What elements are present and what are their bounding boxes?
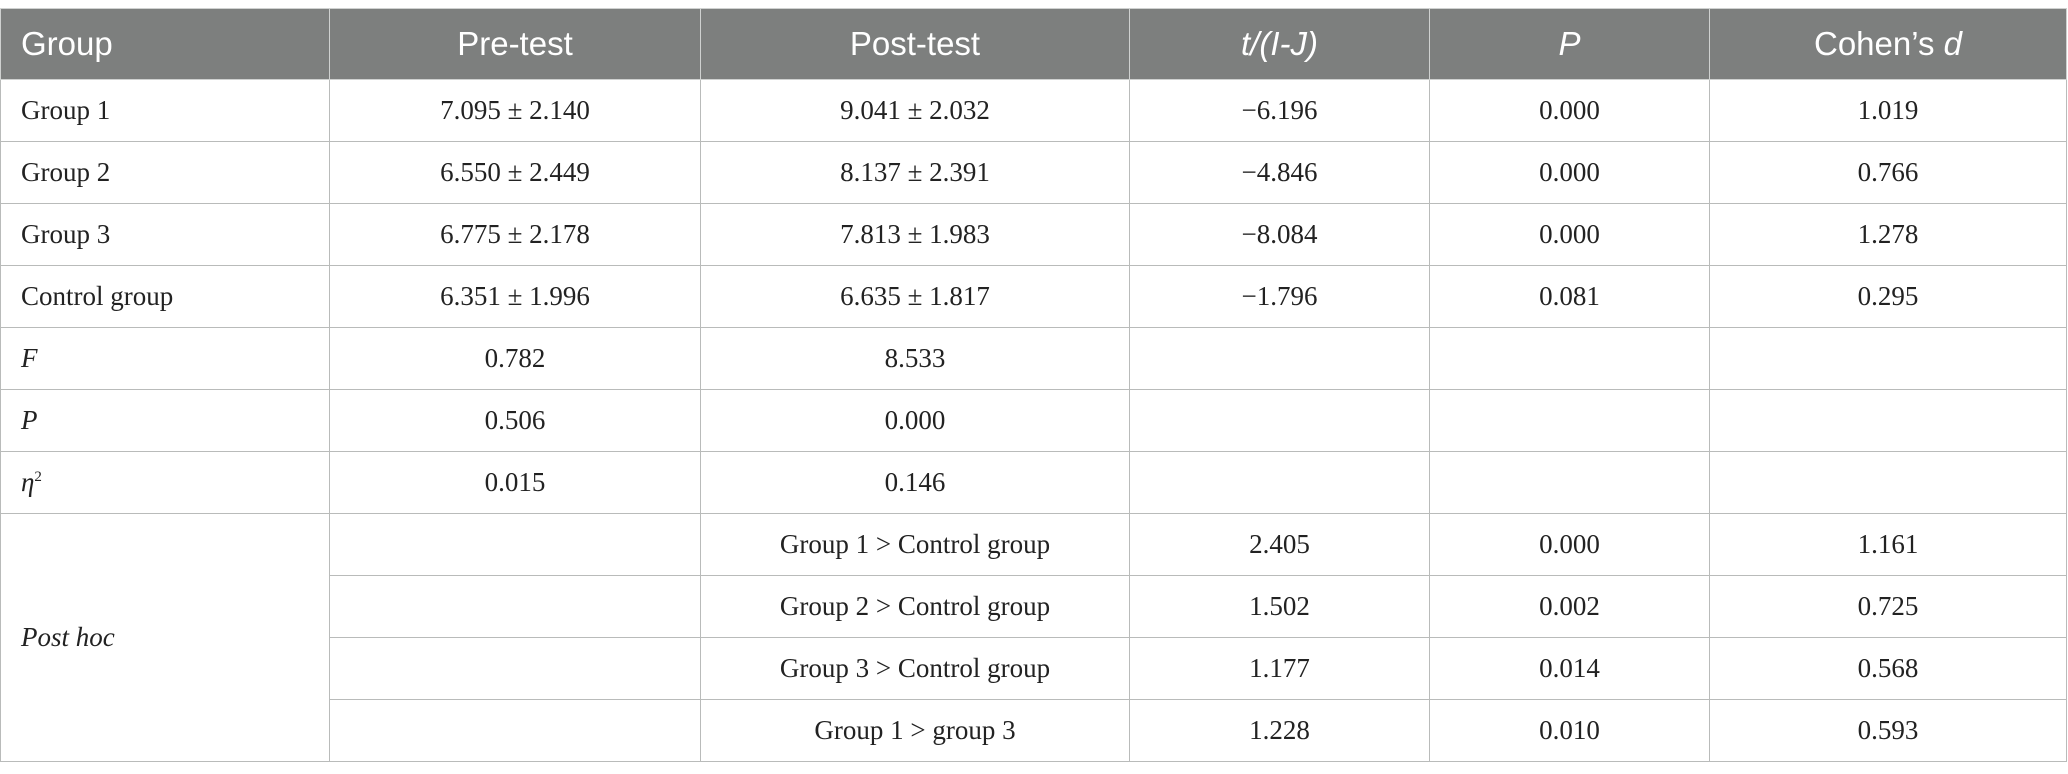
cell-post: 0.146 [700, 451, 1130, 514]
cell-pre: 0.506 [329, 389, 701, 452]
cell-group: Control group [0, 265, 330, 328]
cell-t: 2.405 [1129, 513, 1430, 576]
cell-d: 1.278 [1709, 203, 2067, 266]
cell-comparison: Group 1 > Control group [700, 513, 1130, 576]
cell-empty [329, 637, 701, 700]
posthoc-label: Post hoc [0, 513, 330, 762]
cell-comparison: Group 3 > Control group [700, 637, 1130, 700]
header-cohens-d-letter: d [1943, 25, 1962, 62]
cell-d: 0.725 [1709, 575, 2067, 638]
cell-t: −6.196 [1129, 79, 1430, 142]
cell-d: 1.161 [1709, 513, 2067, 576]
cell-p: 0.000 [1429, 513, 1710, 576]
header-t-ij: t/(I-J) [1129, 8, 1430, 80]
cell-t: 1.228 [1129, 699, 1430, 762]
header-p: P [1429, 8, 1710, 80]
table-row: Group 3 6.775 ± 2.178 7.813 ± 1.983 −8.0… [0, 203, 2067, 266]
cell-post: 8.533 [700, 327, 1130, 390]
cell-pre: 6.550 ± 2.449 [329, 141, 701, 204]
cell-d: 0.568 [1709, 637, 2067, 700]
cell-post: 7.813 ± 1.983 [700, 203, 1130, 266]
cell-empty [1709, 389, 2067, 452]
cell-empty [1429, 327, 1710, 390]
header-t-ij-text: t/(I-J) [1241, 25, 1318, 62]
cell-d: 1.019 [1709, 79, 2067, 142]
header-group: Group [0, 8, 330, 80]
cell-group: Group 3 [0, 203, 330, 266]
cell-d: 0.766 [1709, 141, 2067, 204]
cell-t: 1.177 [1129, 637, 1430, 700]
posthoc-row: Post hoc Group 1 > Control group 2.405 0… [0, 513, 2067, 762]
cell-pre: 7.095 ± 2.140 [329, 79, 701, 142]
cell-group: Group 1 [0, 79, 330, 142]
cell-post: 0.000 [700, 389, 1130, 452]
cell-d: 0.295 [1709, 265, 2067, 328]
cell-empty [1429, 451, 1710, 514]
header-cohens-d: Cohen’s d [1709, 8, 2067, 80]
cell-p: 0.002 [1429, 575, 1710, 638]
cell-d: 0.593 [1709, 699, 2067, 762]
cell-empty [1429, 389, 1710, 452]
cell-empty [1129, 327, 1430, 390]
header-p-text: P [1558, 25, 1581, 62]
cell-empty [329, 699, 701, 762]
cell-empty [329, 513, 701, 576]
cell-t: −8.084 [1129, 203, 1430, 266]
stat-label-p: P [0, 389, 330, 452]
posthoc-row: Group 1 > group 3 1.228 0.010 0.593 [1, 699, 2067, 762]
cell-group: Group 2 [0, 141, 330, 204]
cell-pre: 6.775 ± 2.178 [329, 203, 701, 266]
cell-pre: 0.782 [329, 327, 701, 390]
cell-p: 0.010 [1429, 699, 1710, 762]
stat-row-eta: η2 0.015 0.146 [0, 451, 2067, 514]
header-pre-test: Pre-test [329, 8, 701, 80]
cell-empty [1709, 327, 2067, 390]
cell-post: 8.137 ± 2.391 [700, 141, 1130, 204]
stat-row-f: F 0.782 8.533 [0, 327, 2067, 390]
cell-comparison: Group 2 > Control group [700, 575, 1130, 638]
cell-empty [329, 575, 701, 638]
table-row: Group 2 6.550 ± 2.449 8.137 ± 2.391 −4.8… [0, 141, 2067, 204]
cell-p: 0.014 [1429, 637, 1710, 700]
cell-t: −1.796 [1129, 265, 1430, 328]
header-post-test: Post-test [700, 8, 1130, 80]
cell-t: −4.846 [1129, 141, 1430, 204]
cell-comparison: Group 1 > group 3 [700, 699, 1130, 762]
cell-post: 6.635 ± 1.817 [700, 265, 1130, 328]
cell-empty [1709, 451, 2067, 514]
cell-empty [1129, 451, 1430, 514]
header-cohens-prefix: Cohen’s [1813, 25, 1944, 62]
header-row: Group Pre-test Post-test t/(I-J) P Cohen… [0, 8, 2067, 80]
cell-p: 0.000 [1429, 79, 1710, 142]
stat-row-p: P 0.506 0.000 [0, 389, 2067, 452]
cell-t: 1.502 [1129, 575, 1430, 638]
cell-pre: 0.015 [329, 451, 701, 514]
stat-label-eta: η2 [0, 451, 330, 514]
table-row: Control group 6.351 ± 1.996 6.635 ± 1.81… [0, 265, 2067, 328]
cell-pre: 6.351 ± 1.996 [329, 265, 701, 328]
cell-p: 0.000 [1429, 203, 1710, 266]
eta-superscript: 2 [34, 469, 42, 485]
cell-empty [1129, 389, 1430, 452]
results-table: Group Pre-test Post-test t/(I-J) P Cohen… [0, 8, 2067, 762]
stat-label-f: F [0, 327, 330, 390]
cell-p: 0.081 [1429, 265, 1710, 328]
table-row: Group 1 7.095 ± 2.140 9.041 ± 2.032 −6.1… [0, 79, 2067, 142]
eta-symbol: η [21, 467, 35, 497]
cell-p: 0.000 [1429, 141, 1710, 204]
cell-post: 9.041 ± 2.032 [700, 79, 1130, 142]
